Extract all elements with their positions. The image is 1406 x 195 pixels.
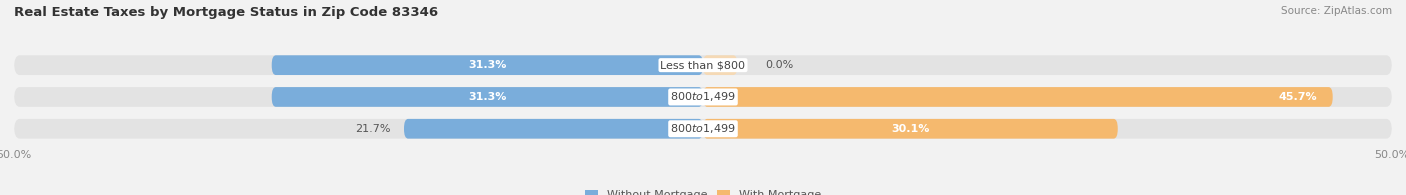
Text: 31.3%: 31.3% [468, 92, 506, 102]
Text: 30.1%: 30.1% [891, 124, 929, 134]
Text: 31.3%: 31.3% [468, 60, 506, 70]
FancyBboxPatch shape [14, 55, 1392, 75]
FancyBboxPatch shape [271, 55, 703, 75]
Text: $800 to $1,499: $800 to $1,499 [671, 90, 735, 104]
FancyBboxPatch shape [271, 87, 703, 107]
FancyBboxPatch shape [703, 119, 1118, 139]
Text: Source: ZipAtlas.com: Source: ZipAtlas.com [1281, 6, 1392, 16]
FancyBboxPatch shape [14, 119, 1392, 139]
FancyBboxPatch shape [703, 55, 738, 75]
Text: $800 to $1,499: $800 to $1,499 [671, 122, 735, 135]
Text: 21.7%: 21.7% [354, 124, 391, 134]
Text: 0.0%: 0.0% [765, 60, 793, 70]
FancyBboxPatch shape [14, 87, 1392, 107]
Legend: Without Mortgage, With Mortgage: Without Mortgage, With Mortgage [581, 185, 825, 195]
Text: Less than $800: Less than $800 [661, 60, 745, 70]
Text: 45.7%: 45.7% [1279, 92, 1317, 102]
FancyBboxPatch shape [404, 119, 703, 139]
FancyBboxPatch shape [703, 87, 1333, 107]
Text: Real Estate Taxes by Mortgage Status in Zip Code 83346: Real Estate Taxes by Mortgage Status in … [14, 6, 439, 19]
